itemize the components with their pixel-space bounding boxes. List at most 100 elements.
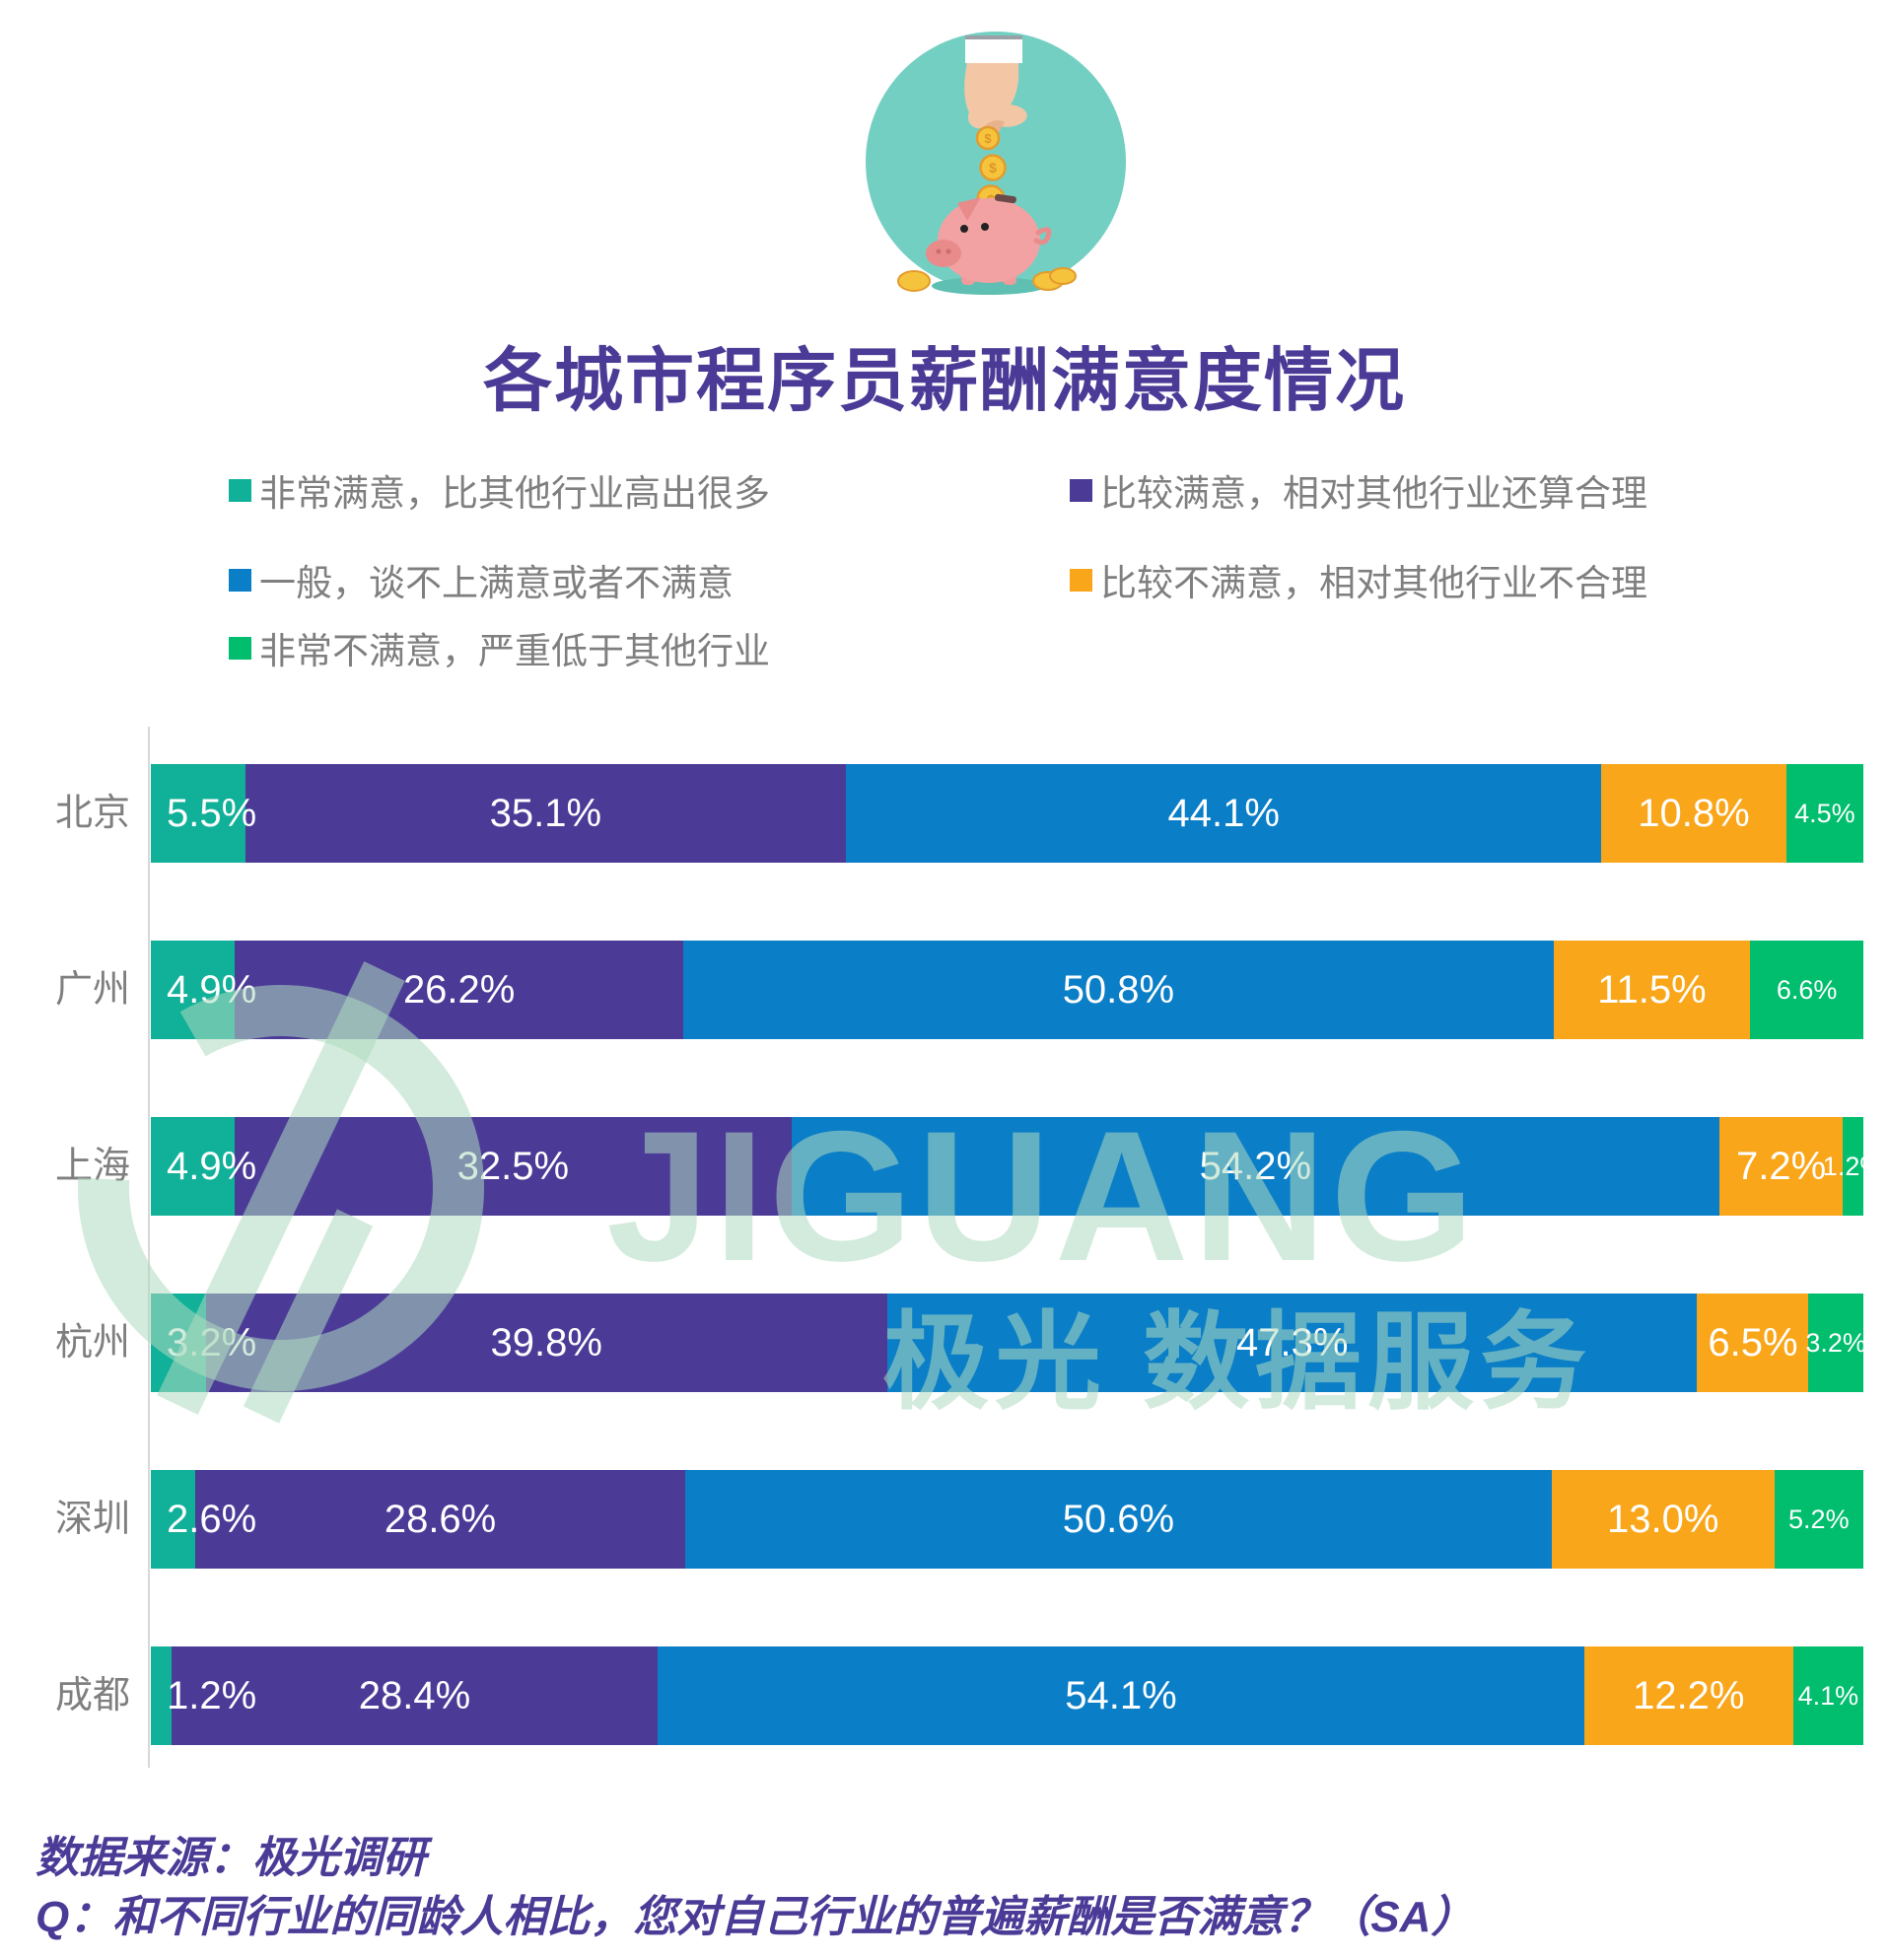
segment-value-label: 4.9%	[167, 1144, 257, 1188]
legend-swatch-icon	[229, 478, 251, 502]
chart-row: 北京 5.5% 35.1% 44.1% 10.8% 4.5%	[0, 764, 1863, 863]
bar-segment: 6.5%	[1697, 1294, 1809, 1392]
stacked-bar: 4.9% 32.5% 54.2% 7.2% 1.2%	[151, 1117, 1883, 1216]
chart-row: 广州 4.9% 26.2% 50.8% 11.5% 6.6%	[0, 941, 1863, 1039]
legend-item: 比较不满意，相对其他行业不合理	[1070, 553, 1647, 606]
legend-label: 比较满意，相对其他行业还算合理	[1100, 473, 1647, 514]
svg-text:$: $	[989, 160, 997, 175]
legend-label: 一般，谈不上满意或者不满意	[259, 563, 734, 603]
legend-item: 一般，谈不上满意或者不满意	[229, 553, 734, 606]
legend-swatch-icon	[1070, 478, 1092, 502]
category-label: 广州	[54, 969, 130, 1011]
bar-segment: 1.2%	[1823, 1117, 1883, 1216]
stacked-bar: 2.6% 28.6% 50.6% 13.0% 5.2%	[151, 1470, 1863, 1569]
legend-label: 非常满意，比其他行业高出很多	[259, 473, 770, 514]
bar-segment: 44.1%	[846, 764, 1602, 863]
bar-segment: 4.5%	[1785, 764, 1863, 863]
segment-value-label: 13.0%	[1607, 1497, 1719, 1541]
bar-segment: 47.3%	[886, 1294, 1698, 1392]
legend-label: 非常不满意，严重低于其他行业	[259, 631, 770, 671]
stacked-bar: 5.5% 35.1% 44.1% 10.8% 4.5%	[151, 764, 1863, 863]
legend-item: 比较满意，相对其他行业还算合理	[1070, 463, 1647, 517]
chart-row: 上海 4.9% 32.5% 54.2% 7.2% 1.2%	[0, 1117, 1883, 1216]
segment-value-label: 44.1%	[1167, 791, 1280, 835]
segment-value-label: 5.2%	[1788, 1504, 1850, 1534]
segment-value-label: 32.5%	[456, 1144, 570, 1188]
segment-value-label: 1.2%	[167, 1673, 257, 1717]
bar-segment: 28.6%	[195, 1470, 685, 1569]
segment-value-label: 6.5%	[1708, 1320, 1798, 1365]
segment-value-label: 4.5%	[1794, 798, 1855, 828]
segment-value-label: 6.6%	[1776, 974, 1838, 1005]
y-axis-line	[148, 727, 150, 1768]
bar-segment: 2.6%	[151, 1470, 256, 1569]
segment-value-label: 4.9%	[167, 967, 257, 1012]
segment-value-label: 54.2%	[1199, 1144, 1312, 1188]
piggy-bank-savings-icon: $ $ $	[866, 32, 1126, 295]
segment-value-label: 28.4%	[358, 1673, 471, 1717]
segment-value-label: 5.5%	[167, 791, 257, 835]
chart-row: 深圳 2.6% 28.6% 50.6% 13.0% 5.2%	[0, 1470, 1863, 1569]
segment-value-label: 10.8%	[1638, 791, 1750, 835]
segment-value-label: 47.3%	[1235, 1320, 1349, 1365]
bar-segment: 50.6%	[684, 1470, 1552, 1569]
segment-value-label: 3.2%	[167, 1320, 257, 1365]
segment-value-label: 50.8%	[1062, 967, 1175, 1012]
legend-item: 非常满意，比其他行业高出很多	[229, 463, 770, 517]
segment-value-label: 39.8%	[490, 1320, 602, 1365]
segment-value-label: 4.1%	[1797, 1680, 1859, 1711]
segment-value-label: 11.5%	[1597, 967, 1707, 1012]
bar-segment: 54.2%	[791, 1117, 1720, 1216]
bar-segment: 4.1%	[1792, 1646, 1863, 1745]
bar-segment: 39.8%	[205, 1294, 887, 1392]
segment-value-label: 12.2%	[1633, 1673, 1745, 1717]
legend-swatch-icon	[1070, 568, 1092, 592]
category-label: 北京	[54, 793, 130, 834]
legend-swatch-icon	[229, 636, 251, 660]
stacked-bar: 1.2% 28.4% 54.1% 12.2% 4.1%	[151, 1646, 1863, 1745]
bar-segment: 6.6%	[1750, 941, 1863, 1039]
bar-segment: 5.2%	[1774, 1470, 1863, 1569]
survey-question-note: Q：和不同行业的同龄人相比，您对自己行业的普遍薪酬是否满意？（SA）	[35, 1893, 1475, 1941]
bar-segment: 4.9%	[151, 941, 256, 1039]
legend-label: 比较不满意，相对其他行业不合理	[1100, 563, 1647, 603]
bar-segment: 4.9%	[151, 1117, 256, 1216]
segment-value-label: 54.1%	[1065, 1673, 1177, 1717]
segment-value-label: 3.2%	[1805, 1327, 1866, 1358]
bar-segment: 11.5%	[1553, 941, 1751, 1039]
page-title: 各城市程序员薪酬满意度情况	[483, 342, 1406, 419]
legend-item: 非常不满意，严重低于其他行业	[229, 621, 770, 674]
bar-segment: 32.5%	[235, 1117, 792, 1216]
bar-segment: 28.4%	[171, 1646, 659, 1745]
segment-value-label: 28.6%	[384, 1497, 497, 1541]
chart-row: 成都 1.2% 28.4% 54.1% 12.2% 4.1%	[0, 1646, 1863, 1745]
segment-value-label: 1.2%	[1822, 1151, 1884, 1181]
chart-row: 杭州 3.2% 39.8% 47.3% 6.5% 3.2%	[0, 1294, 1866, 1392]
category-label: 杭州	[54, 1322, 130, 1364]
bar-segment: 1.2%	[151, 1646, 256, 1745]
bar-segment: 50.8%	[683, 941, 1554, 1039]
bar-segment: 3.2%	[151, 1294, 256, 1392]
stacked-bar: 3.2% 39.8% 47.3% 6.5% 3.2%	[151, 1294, 1866, 1392]
bar-segment: 3.2%	[1805, 1294, 1866, 1392]
bar-segment: 5.5%	[151, 764, 256, 863]
bar-segment: 12.2%	[1583, 1646, 1793, 1745]
category-label: 成都	[54, 1675, 130, 1716]
segment-value-label: 35.1%	[489, 791, 602, 835]
segment-value-label: 26.2%	[402, 967, 516, 1012]
segment-value-label: 7.2%	[1736, 1144, 1827, 1188]
category-label: 上海	[54, 1146, 130, 1187]
bar-segment: 35.1%	[245, 764, 847, 863]
svg-text:$: $	[984, 131, 992, 146]
data-source-note: 数据来源：极光调研	[35, 1834, 426, 1882]
category-label: 深圳	[54, 1499, 130, 1540]
bar-segment: 13.0%	[1551, 1470, 1775, 1569]
legend-swatch-icon	[229, 568, 251, 592]
bar-segment: 7.2%	[1719, 1117, 1844, 1216]
stacked-bar: 4.9% 26.2% 50.8% 11.5% 6.6%	[151, 941, 1863, 1039]
segment-value-label: 50.6%	[1062, 1497, 1175, 1541]
bar-segment: 26.2%	[235, 941, 684, 1039]
segment-value-label: 2.6%	[167, 1497, 257, 1541]
bar-segment: 10.8%	[1601, 764, 1786, 863]
